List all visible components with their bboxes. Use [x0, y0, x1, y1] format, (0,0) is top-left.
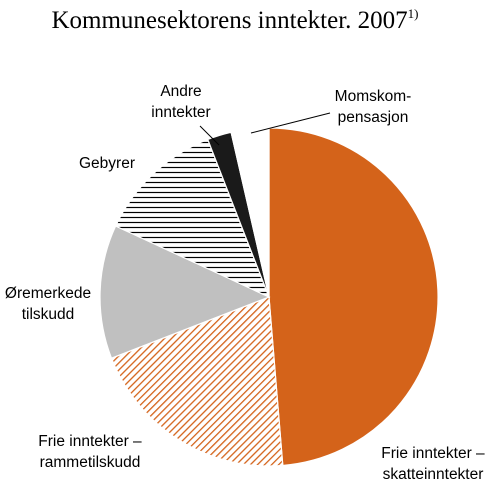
pie-slice-gebyr [114, 138, 271, 299]
slice-label-skatt: Frie inntekter – skatteinntekter [381, 445, 485, 483]
leader-line-moms [250, 112, 331, 134]
slice-label-line: Frie inntekter – [381, 445, 485, 462]
pie-slice-ramme [110, 296, 284, 467]
pie-slices [99, 127, 439, 467]
pie-slice-oremerk [99, 225, 271, 359]
slice-label-line: rammetilskudd [40, 454, 141, 471]
slice-label-line: inntekter [151, 104, 210, 121]
leader-line-andre [199, 125, 220, 146]
pie-slice-skatt [268, 127, 439, 467]
leader-lines [199, 112, 331, 146]
slice-label-line: Andre [160, 83, 201, 100]
slice-label-line: Øremerkede [5, 285, 91, 302]
slice-label-line: Frie inntekter – [38, 433, 142, 450]
slice-label-line: tilskudd [22, 306, 75, 323]
chart-title-footnote: 1) [408, 6, 419, 21]
chart-title-text: Kommunesektorens inntekter. 2007 [51, 7, 407, 34]
slice-label-line: skatteinntekter [383, 466, 484, 483]
slice-label-andre: Andre inntekter [151, 83, 210, 121]
slice-label-line: Gebyrer [79, 155, 135, 172]
slice-label-gebyr: Gebyrer [79, 155, 135, 172]
slice-label-moms: Momskom-pensasjon [335, 88, 412, 126]
slice-label-line: pensasjon [338, 109, 409, 126]
slice-label-ramme: Frie inntekter – rammetilskudd [38, 433, 142, 471]
chart-title: Kommunesektorens inntekter. 20071) [51, 6, 418, 34]
slice-label-line: Momskom- [335, 88, 412, 105]
slice-label-oremerk: Øremerkede tilskudd [5, 285, 91, 323]
